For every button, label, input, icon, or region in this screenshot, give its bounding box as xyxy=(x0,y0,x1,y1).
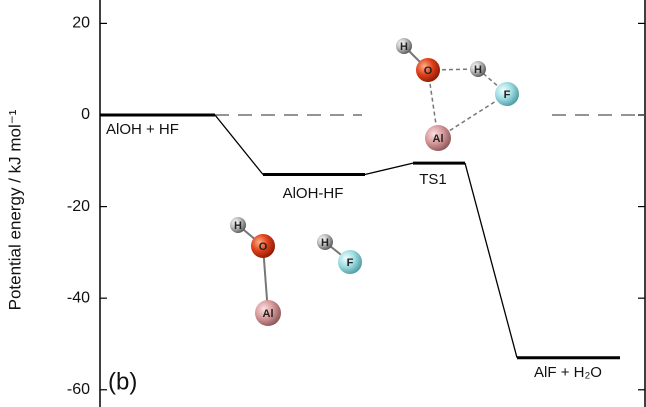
atom xyxy=(416,58,440,82)
y-tick-label: -20 xyxy=(67,198,90,215)
atom-label: F xyxy=(347,257,354,269)
connector xyxy=(364,162,414,176)
panel-label: (b) xyxy=(108,368,137,395)
level-label: AlF + H₂O xyxy=(534,364,602,381)
y-tick-label: -40 xyxy=(67,289,90,306)
atom xyxy=(338,250,362,274)
atom-label: O xyxy=(424,65,433,77)
atom-label: Al xyxy=(433,133,444,145)
atom-label: F xyxy=(504,89,511,101)
connector xyxy=(214,114,264,175)
atom-label: H xyxy=(234,220,242,232)
atom xyxy=(230,217,246,233)
y-tick-label: 20 xyxy=(72,15,90,32)
atom-label: H xyxy=(474,64,482,76)
atom xyxy=(251,234,275,258)
y-axis-label: Potential energy / kJ mol⁻¹ xyxy=(5,109,24,310)
atom-label: H xyxy=(321,237,329,249)
atom-label: O xyxy=(259,241,268,253)
level-label: TS1 xyxy=(419,171,447,188)
atom xyxy=(470,61,486,77)
atom xyxy=(425,125,451,151)
level-label: AlOH + HF xyxy=(106,121,179,138)
atom-label: H xyxy=(400,41,408,53)
level-label: AlOH-HF xyxy=(283,185,344,202)
y-tick-label: -60 xyxy=(67,381,90,398)
atom xyxy=(396,38,412,54)
atom xyxy=(495,82,519,106)
molecules: H O H F Al H O Al H F xyxy=(230,38,519,326)
atom-label: Al xyxy=(263,308,274,320)
atom xyxy=(255,300,281,326)
y-tick-label: 0 xyxy=(81,106,90,123)
connector xyxy=(464,162,518,358)
atom xyxy=(317,234,333,250)
